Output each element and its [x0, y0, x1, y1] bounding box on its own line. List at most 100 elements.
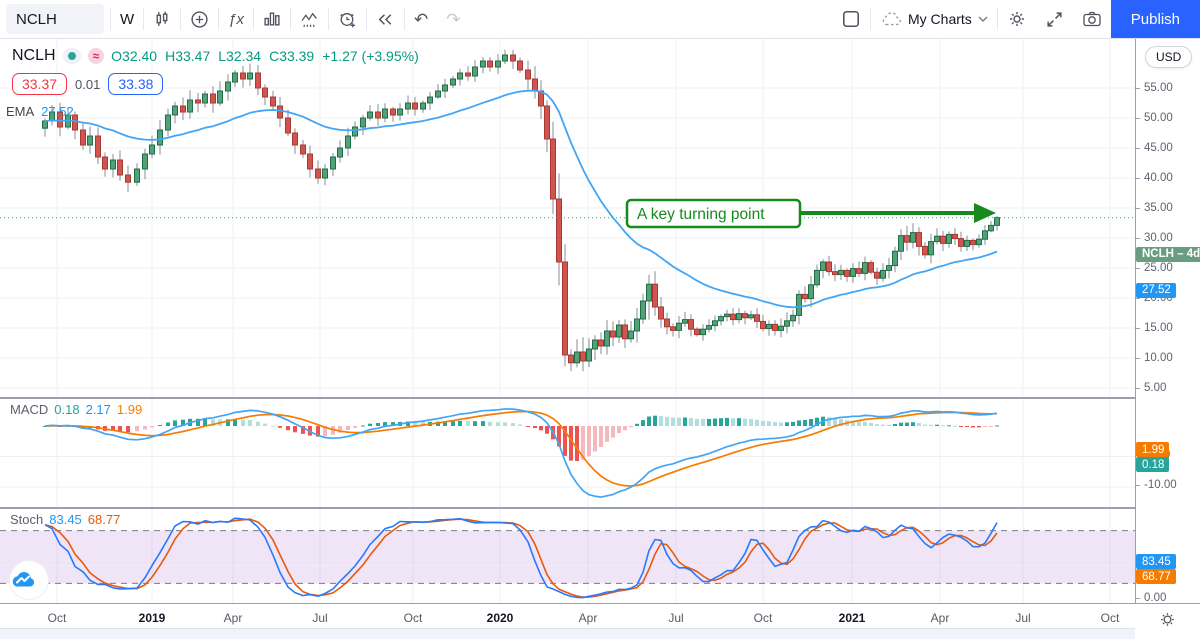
- time-axis-label: 2019: [138, 611, 166, 625]
- macd-signal-badge: 1.99: [1136, 442, 1170, 457]
- price-tick-label: 35.00: [1144, 202, 1173, 214]
- price-tick-label: 25.00: [1144, 262, 1173, 274]
- toolbar-separator: [366, 8, 368, 30]
- publish-button[interactable]: Publish: [1110, 0, 1200, 38]
- alert-button[interactable]: [329, 0, 366, 38]
- axis-tick-mark: [1136, 88, 1140, 89]
- camera-icon: [1082, 10, 1102, 28]
- undo-button[interactable]: ↶: [405, 0, 437, 38]
- main-price-pane[interactable]: A key turning point: [0, 38, 1135, 396]
- axis-tick-mark: [1136, 208, 1140, 209]
- toolbar-right-group: My Charts Publish: [832, 0, 1200, 38]
- axis-tick-mark: [1136, 485, 1140, 486]
- interval-label: W: [120, 10, 135, 28]
- price-tick-label: 40.00: [1144, 172, 1173, 184]
- toolbar-separator: [218, 8, 220, 30]
- toolbar-separator: [996, 8, 998, 30]
- redo-button[interactable]: ↷: [437, 0, 469, 38]
- axis-tick-mark: [1136, 118, 1140, 119]
- tradingview-logo[interactable]: [10, 561, 48, 599]
- replay-button[interactable]: [367, 0, 404, 38]
- toolbar-separator: [180, 8, 182, 30]
- axis-gear-icon: [1159, 611, 1176, 633]
- interval-button[interactable]: W: [111, 0, 143, 38]
- time-axis-label: Jul: [1015, 611, 1031, 625]
- toolbar-separator: [143, 8, 145, 30]
- currency-button[interactable]: USD: [1145, 46, 1193, 68]
- indicator-template-icon: [300, 10, 319, 29]
- axis-tick-mark: [1136, 148, 1140, 149]
- stoch-d-badge: 68.77: [1136, 569, 1176, 584]
- axis-tick-mark: [1136, 298, 1140, 299]
- time-axis-label: Apr: [223, 611, 243, 625]
- price-tick-label: -10.00: [1144, 479, 1177, 491]
- symbol-search-box[interactable]: NCLH: [6, 4, 104, 34]
- toolbar-separator: [290, 8, 292, 30]
- stoch-k-badge: 83.45: [1136, 554, 1176, 569]
- snapshot-button[interactable]: [1073, 0, 1111, 38]
- axis-tick-mark: [1136, 178, 1140, 179]
- indicators-button[interactable]: ƒx: [219, 0, 253, 38]
- price-tick-label: 45.00: [1144, 142, 1173, 154]
- layout-button[interactable]: [832, 0, 870, 38]
- columns-icon: [263, 10, 281, 28]
- price-axis[interactable]: USD 55.00 50.00 45.00 40.00 35.00 30.00 25.00 2…: [1135, 38, 1200, 639]
- redo-icon: ↷: [446, 9, 461, 29]
- price-tick-label: 0.00: [1144, 592, 1167, 604]
- undo-icon: ↶: [414, 9, 429, 29]
- fundamentals-button[interactable]: [254, 0, 290, 38]
- macd-hist-badge: 0.18: [1136, 457, 1170, 472]
- time-axis-label: Oct: [753, 611, 773, 625]
- time-axis-label: 2021: [838, 611, 866, 625]
- price-tick-label: 30.00: [1144, 232, 1173, 244]
- chart-style-button[interactable]: [144, 0, 180, 38]
- axis-tick-mark: [1136, 328, 1140, 329]
- layout-square-icon: [841, 9, 861, 29]
- indicator-templates-button[interactable]: [291, 0, 328, 38]
- toolbar-separator: [253, 8, 255, 30]
- time-axis-label: Oct: [47, 611, 67, 625]
- fullscreen-button[interactable]: [1036, 0, 1073, 38]
- publish-label: Publish: [1130, 10, 1180, 28]
- price-tick-label: 55.00: [1144, 82, 1173, 94]
- time-axis-label: 2020: [486, 611, 514, 625]
- replay-icon: [376, 10, 395, 29]
- ema-value-badge: 27.52: [1136, 282, 1176, 298]
- time-axis-label: Jul: [668, 611, 684, 625]
- time-axis-label: Apr: [578, 611, 598, 625]
- toolbar-separator: [404, 8, 406, 30]
- last-price-countdown-badge: NCLH – 4d 5h: [1136, 246, 1200, 262]
- my-charts-button[interactable]: My Charts: [871, 0, 997, 38]
- axis-tick-mark: [1136, 598, 1140, 599]
- time-axis-label: Apr: [930, 611, 950, 625]
- axis-tick-mark: [1136, 358, 1140, 359]
- axis-tick-mark: [1136, 238, 1140, 239]
- axis-settings-corner[interactable]: [1135, 603, 1200, 639]
- time-axis-label: Jul: [312, 611, 328, 625]
- top-toolbar: NCLH W ƒx: [0, 0, 1200, 39]
- compare-button[interactable]: [181, 0, 218, 38]
- gear-icon: [1007, 9, 1027, 29]
- compare-plus-icon: [190, 10, 209, 29]
- fx-icon: ƒx: [228, 10, 245, 28]
- chevron-down-icon: [978, 16, 988, 22]
- candles-icon: [153, 10, 171, 28]
- price-tick-label: 10.00: [1144, 352, 1173, 364]
- my-charts-label: My Charts: [908, 11, 972, 27]
- time-axis-label: Oct: [1100, 611, 1120, 625]
- price-tick-label: 5.00: [1144, 382, 1167, 394]
- axis-tick-mark: [1136, 268, 1140, 269]
- chart-area[interactable]: A key turning point NCLH ≈ O32.40 H33.47…: [0, 38, 1135, 605]
- stochastic-pane[interactable]: [0, 507, 1135, 605]
- price-tick-label: 50.00: [1144, 112, 1173, 124]
- bottom-strip: [0, 628, 1200, 639]
- alarm-clock-plus-icon: [338, 10, 357, 29]
- cloud-icon: [880, 11, 902, 27]
- macd-pane[interactable]: [0, 397, 1135, 507]
- fullscreen-icon: [1045, 10, 1064, 29]
- toolbar-separator: [110, 8, 111, 30]
- chart-settings-button[interactable]: [998, 0, 1036, 38]
- time-axis-label: Oct: [403, 611, 423, 625]
- toolbar-separator: [328, 8, 330, 30]
